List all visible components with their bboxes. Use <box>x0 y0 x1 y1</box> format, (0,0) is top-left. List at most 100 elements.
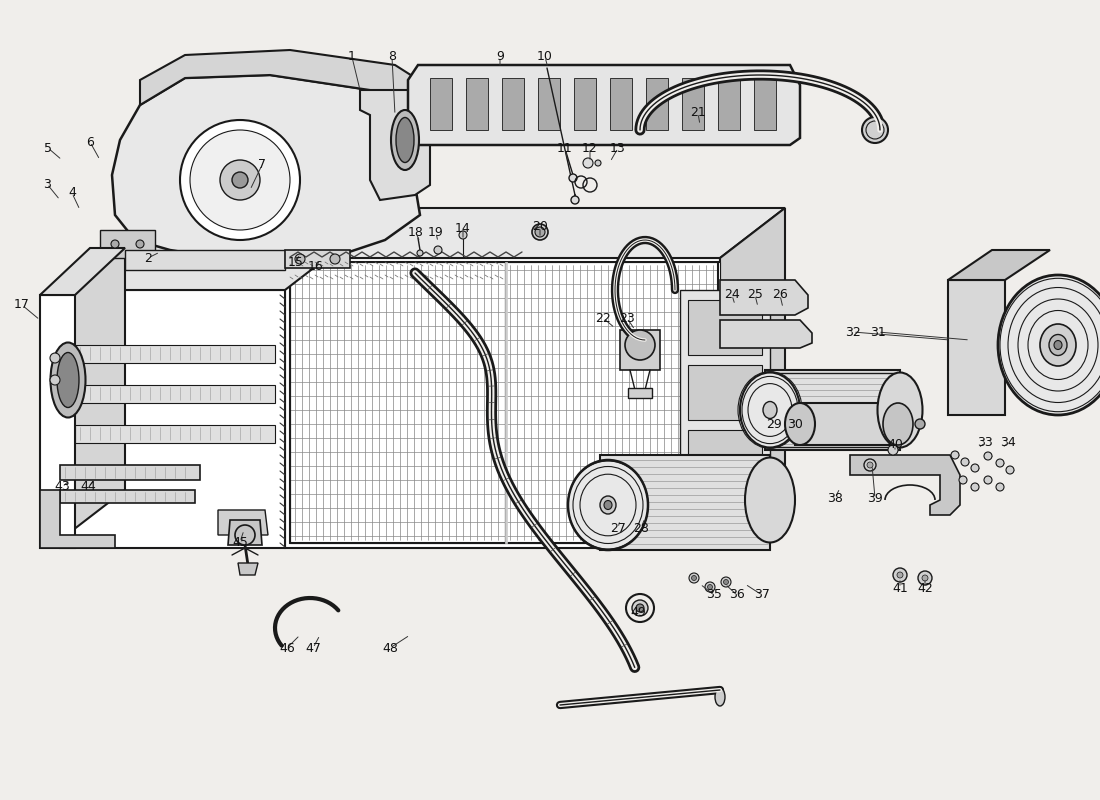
Circle shape <box>632 600 648 616</box>
Polygon shape <box>505 262 507 543</box>
Polygon shape <box>60 240 125 540</box>
Polygon shape <box>646 78 668 130</box>
Ellipse shape <box>1054 341 1062 350</box>
Circle shape <box>915 419 925 429</box>
Polygon shape <box>75 425 275 443</box>
Ellipse shape <box>396 118 414 162</box>
Text: 9: 9 <box>496 50 504 63</box>
Text: 30: 30 <box>788 418 803 431</box>
Circle shape <box>952 451 959 459</box>
Ellipse shape <box>1040 324 1076 366</box>
Circle shape <box>50 375 60 385</box>
Polygon shape <box>720 280 808 315</box>
Text: 41: 41 <box>892 582 907 594</box>
Text: 35: 35 <box>706 589 722 602</box>
Text: 42: 42 <box>917 582 933 594</box>
Text: 19: 19 <box>428 226 444 239</box>
Circle shape <box>111 240 119 248</box>
Polygon shape <box>754 78 776 130</box>
Text: 23: 23 <box>619 311 635 325</box>
Text: 46: 46 <box>279 642 295 654</box>
Polygon shape <box>75 385 275 403</box>
Circle shape <box>867 462 873 468</box>
Circle shape <box>1006 466 1014 474</box>
Circle shape <box>724 579 728 585</box>
Circle shape <box>595 160 601 166</box>
Text: 40: 40 <box>887 438 903 451</box>
Text: 12: 12 <box>582 142 598 154</box>
Polygon shape <box>720 208 785 548</box>
Circle shape <box>535 227 544 237</box>
Circle shape <box>971 483 979 491</box>
Text: 28: 28 <box>634 522 649 534</box>
Polygon shape <box>140 50 450 120</box>
Ellipse shape <box>878 373 923 447</box>
Circle shape <box>232 172 248 188</box>
Polygon shape <box>285 208 785 258</box>
Polygon shape <box>238 563 258 575</box>
Polygon shape <box>285 250 350 268</box>
Circle shape <box>571 196 579 204</box>
Polygon shape <box>285 258 720 548</box>
Polygon shape <box>538 78 560 130</box>
Circle shape <box>190 130 290 230</box>
Circle shape <box>996 483 1004 491</box>
Circle shape <box>705 582 715 592</box>
Text: 24: 24 <box>724 289 740 302</box>
Circle shape <box>720 577 732 587</box>
Polygon shape <box>795 403 900 445</box>
Polygon shape <box>228 520 262 545</box>
Polygon shape <box>948 250 1050 280</box>
Circle shape <box>569 174 578 182</box>
Text: 16: 16 <box>308 261 323 274</box>
Text: 20: 20 <box>532 221 548 234</box>
Circle shape <box>434 246 442 254</box>
Text: 27: 27 <box>610 522 626 534</box>
Circle shape <box>235 525 255 545</box>
Polygon shape <box>764 370 900 450</box>
Polygon shape <box>100 230 155 258</box>
Ellipse shape <box>51 342 86 418</box>
Polygon shape <box>718 78 740 130</box>
Circle shape <box>459 231 468 239</box>
Text: 10: 10 <box>537 50 553 63</box>
Circle shape <box>961 458 969 466</box>
Ellipse shape <box>785 403 815 445</box>
Circle shape <box>707 585 713 590</box>
Ellipse shape <box>604 501 612 510</box>
Text: 15: 15 <box>288 255 304 269</box>
Text: 49: 49 <box>630 606 646 618</box>
Circle shape <box>959 476 967 484</box>
Polygon shape <box>218 510 268 535</box>
Circle shape <box>625 330 654 360</box>
Polygon shape <box>60 290 285 548</box>
Ellipse shape <box>1049 334 1067 355</box>
Text: 29: 29 <box>766 418 782 431</box>
Polygon shape <box>40 295 75 548</box>
Polygon shape <box>600 455 770 550</box>
Text: 31: 31 <box>870 326 886 338</box>
Ellipse shape <box>568 460 648 550</box>
Polygon shape <box>628 388 652 398</box>
Polygon shape <box>610 78 632 130</box>
Text: 17: 17 <box>14 298 30 311</box>
Polygon shape <box>75 345 275 363</box>
Circle shape <box>180 120 300 240</box>
Polygon shape <box>360 90 430 200</box>
Circle shape <box>971 464 979 472</box>
Polygon shape <box>680 290 770 530</box>
Text: 37: 37 <box>755 589 770 602</box>
Polygon shape <box>60 240 350 290</box>
Polygon shape <box>948 280 1005 415</box>
Circle shape <box>996 459 1004 467</box>
Text: 14: 14 <box>455 222 471 234</box>
Text: 21: 21 <box>690 106 706 119</box>
Circle shape <box>918 571 932 585</box>
Polygon shape <box>40 490 116 548</box>
Ellipse shape <box>715 688 725 706</box>
Circle shape <box>888 445 898 455</box>
Polygon shape <box>682 78 704 130</box>
Text: 45: 45 <box>232 535 248 549</box>
Circle shape <box>50 353 60 363</box>
Text: 33: 33 <box>977 437 993 450</box>
